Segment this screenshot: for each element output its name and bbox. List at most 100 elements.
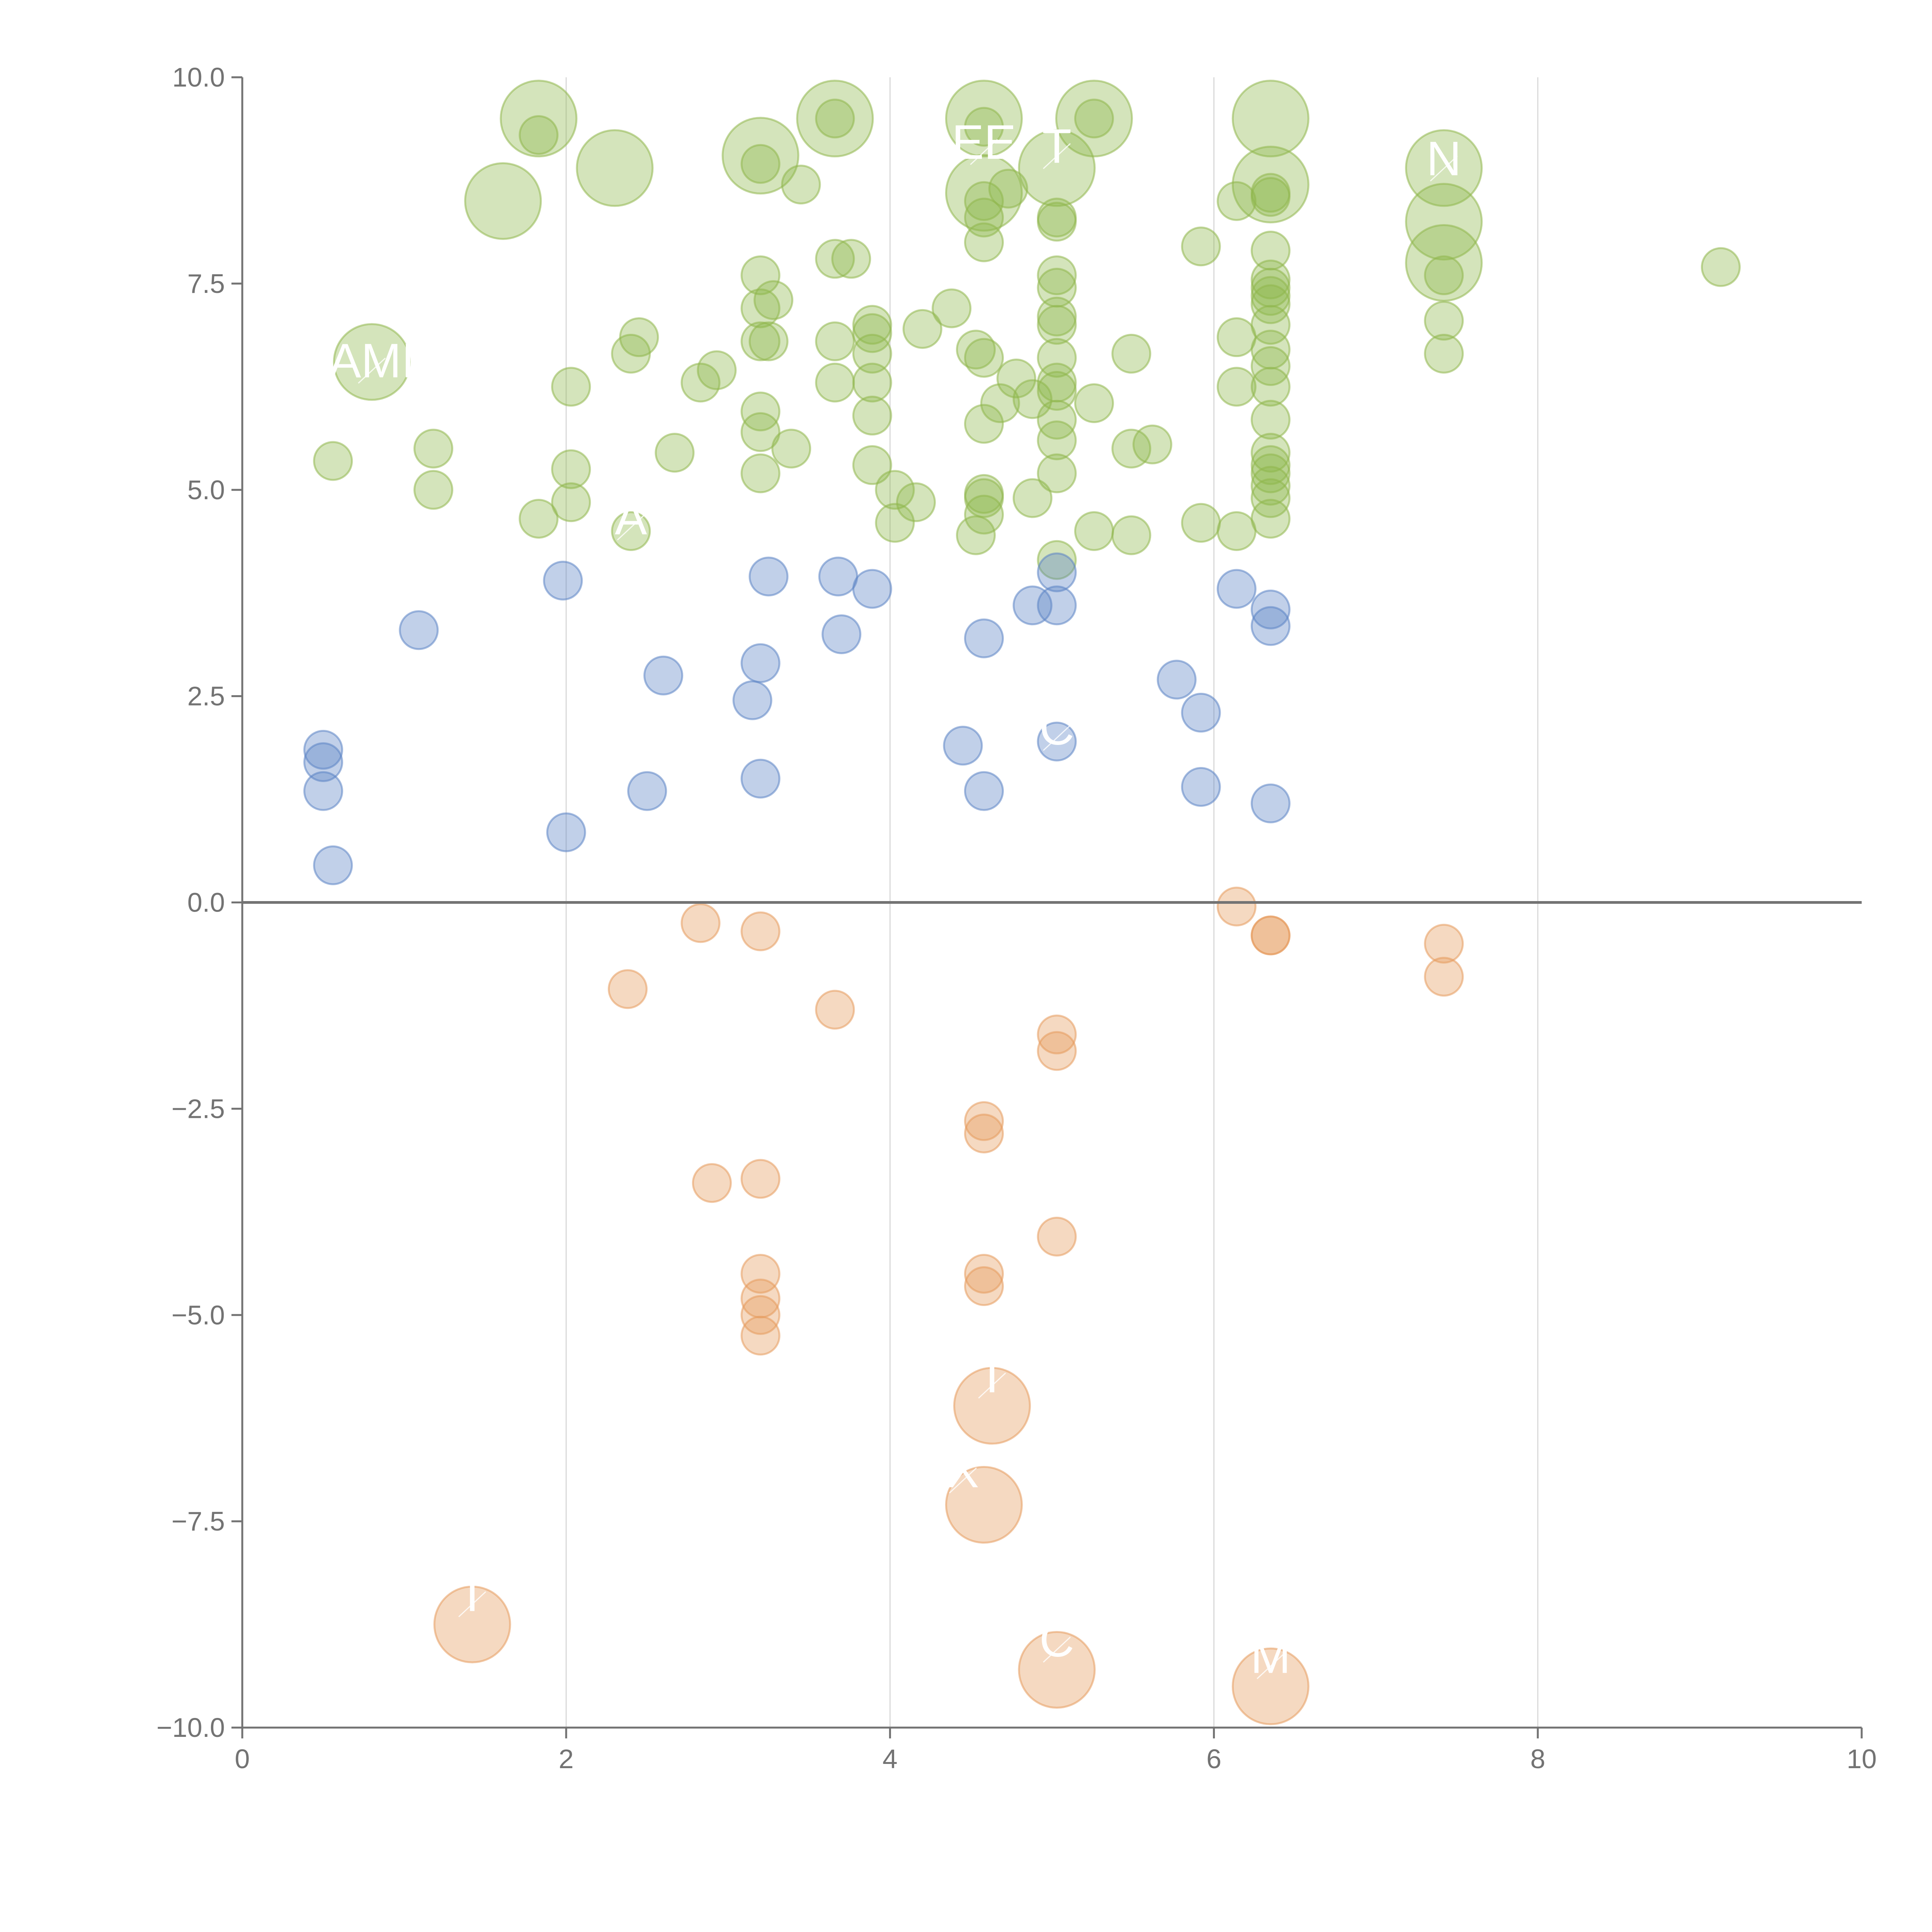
negative-bubble — [740, 1316, 781, 1356]
positive-bubble — [852, 396, 892, 436]
annotation-label: A — [615, 491, 647, 544]
positive-bubble — [1037, 338, 1077, 378]
positive-bubble — [831, 239, 871, 279]
positive-bubble — [740, 255, 781, 296]
positive-bubble — [740, 391, 781, 432]
positive-bubble — [964, 181, 1004, 221]
y-tick-label: 2.5 — [187, 681, 225, 711]
positive-bubble — [1250, 433, 1291, 473]
annotation-leader — [978, 1372, 1006, 1399]
neutral-bubble — [313, 845, 353, 885]
positive-bubble — [964, 478, 1004, 518]
positive-bubble — [815, 362, 855, 403]
y-tick-label: −2.5 — [172, 1094, 225, 1124]
positive-bubble — [852, 305, 892, 345]
neutral-bubble — [1250, 783, 1291, 823]
positive-bubble — [740, 453, 781, 493]
x-tick-label: 6 — [1206, 1744, 1221, 1774]
x-tick-label: 2 — [559, 1744, 574, 1774]
positive-bubble — [1216, 511, 1257, 551]
positive-bubble — [964, 338, 1004, 378]
positive-bubble — [1074, 511, 1114, 551]
negative-bubble — [1250, 915, 1291, 956]
negative-bubble — [740, 1253, 781, 1294]
negative-bubble — [1216, 886, 1257, 927]
positive-bubble — [1231, 146, 1310, 224]
neutral-bubble — [1012, 585, 1053, 626]
positive-bubble — [748, 321, 789, 361]
neutral-bubble — [1156, 660, 1197, 700]
positive-bubble — [896, 482, 936, 522]
negative-bubble — [1424, 957, 1464, 997]
positive-bubble — [875, 503, 915, 543]
neutral-bubble — [1216, 569, 1257, 609]
positive-bubble — [551, 482, 591, 522]
positive-bubble — [956, 330, 996, 370]
positive-bubble — [1250, 367, 1291, 407]
bubble-layer — [242, 80, 1862, 1725]
positive-bubble — [1037, 453, 1077, 493]
positive-bubble — [619, 317, 659, 357]
annotation-label: M — [1250, 1629, 1291, 1683]
positive-bubble — [852, 445, 892, 485]
positive-bubble — [1250, 305, 1291, 345]
y-tick-label: 7.5 — [187, 269, 225, 299]
negative-bubble — [815, 990, 855, 1030]
positive-bubble — [1074, 383, 1114, 423]
positive-bubble — [1250, 276, 1291, 316]
neutral-bubble — [1037, 585, 1077, 626]
positive-bubble — [1037, 400, 1077, 440]
neutral-bubble — [1181, 767, 1221, 807]
positive-bubble — [964, 495, 1004, 535]
positive-bubble — [1250, 498, 1291, 539]
annotation-leader — [617, 514, 645, 541]
positive-bubble — [1037, 371, 1077, 411]
positive-bubble — [945, 80, 1023, 158]
neutral-bubble — [303, 730, 344, 770]
annotation-label: AMI — [329, 334, 415, 388]
positive-bubble — [697, 350, 737, 390]
positive-bubble — [1037, 540, 1077, 580]
positive-bubble — [1037, 255, 1077, 296]
positive-bubble — [781, 165, 821, 205]
negative-bubble — [1037, 1014, 1077, 1054]
positive-bubble — [852, 362, 892, 403]
positive-bubble — [1132, 424, 1172, 464]
negative-bubble — [953, 1367, 1031, 1445]
neutral-bubble — [543, 561, 583, 601]
annotation-label: T — [1042, 120, 1071, 173]
positive-bubble — [519, 498, 559, 539]
negative-bubble — [1037, 1031, 1077, 1071]
positive-bubble — [1405, 183, 1483, 261]
negative-bubble — [964, 1101, 1004, 1141]
positive-bubble — [721, 117, 799, 195]
neutral-bubble — [1037, 721, 1077, 762]
positive-bubble — [413, 429, 454, 469]
positive-bubble — [1216, 367, 1257, 407]
annotation-leader — [458, 1591, 486, 1617]
neutral-bubble — [740, 643, 781, 683]
positive-bubble — [1111, 515, 1151, 555]
negative-bubble — [945, 1466, 1023, 1544]
positive-bubble — [852, 313, 892, 353]
positive-bubble — [1250, 346, 1291, 386]
positive-bubble — [313, 441, 353, 481]
positive-bubble — [1701, 247, 1741, 287]
x-tick-label: 4 — [883, 1744, 898, 1774]
neutral-bubble — [732, 680, 772, 720]
positive-bubble — [1424, 333, 1464, 374]
positive-bubble — [333, 323, 411, 401]
neutral-bubble — [1037, 552, 1077, 592]
neutral-bubble — [1181, 692, 1221, 733]
positive-bubble — [902, 309, 942, 349]
positive-bubble — [980, 383, 1020, 423]
annotation-label: T — [457, 1568, 487, 1621]
positive-bubble — [1231, 80, 1310, 158]
negative-bubble — [1018, 1631, 1096, 1709]
neutral-bubble — [303, 742, 344, 782]
annotation-leader — [1043, 143, 1071, 169]
neutral-bubble — [399, 610, 439, 650]
positive-bubble — [1012, 478, 1053, 518]
negative-bubble — [692, 1163, 732, 1203]
positive-bubble — [1037, 420, 1077, 461]
